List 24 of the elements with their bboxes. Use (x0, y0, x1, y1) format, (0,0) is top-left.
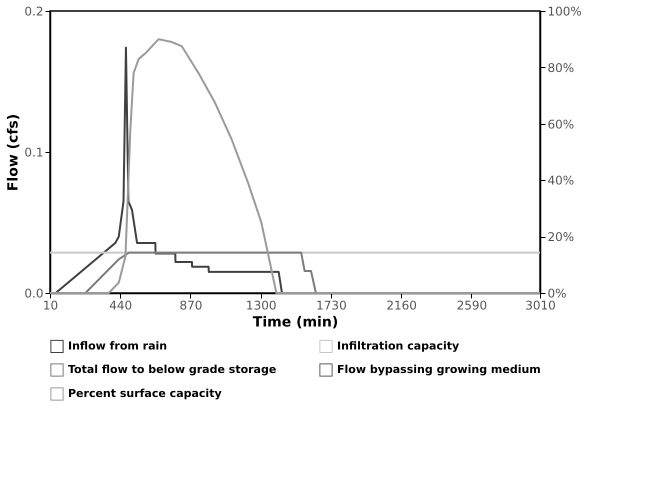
x-tick-label: 2590 (456, 298, 488, 312)
y-tick-label: 0.0 (24, 286, 44, 300)
legend-label: Infiltration capacity (337, 339, 460, 352)
y2-tick-label: 60% (548, 117, 574, 132)
y2-tick-label: 80% (548, 60, 574, 75)
legend-label: Percent surface capacity (68, 387, 222, 400)
x-tick-label: 10 (42, 298, 58, 312)
legend-label: Flow bypassing growing medium (337, 363, 541, 376)
x-tick-label: 870 (180, 298, 202, 312)
y2-tick-label: 100% (548, 4, 582, 18)
x-tick-label: 1730 (316, 298, 347, 312)
y-axis-title: Flow (cfs) (5, 114, 22, 192)
legend-label: Total flow to below grade storage (68, 363, 276, 376)
y2-tick-label: 20% (548, 230, 574, 244)
x-tick-label: 3010 (525, 298, 556, 312)
x-axis-title: Time (min) (252, 314, 338, 330)
x-tick-label: 1300 (246, 298, 276, 312)
y-tick-label: 0.1 (24, 146, 44, 160)
x-tick-label: 2160 (386, 298, 417, 312)
x-tick-label: 440 (109, 298, 132, 312)
y-tick-label: 0.2 (24, 4, 44, 18)
y2-tick-label: 40% (548, 174, 574, 188)
y2-tick-label: 0% (548, 286, 567, 300)
legend-label: Inflow from rain (68, 339, 168, 352)
